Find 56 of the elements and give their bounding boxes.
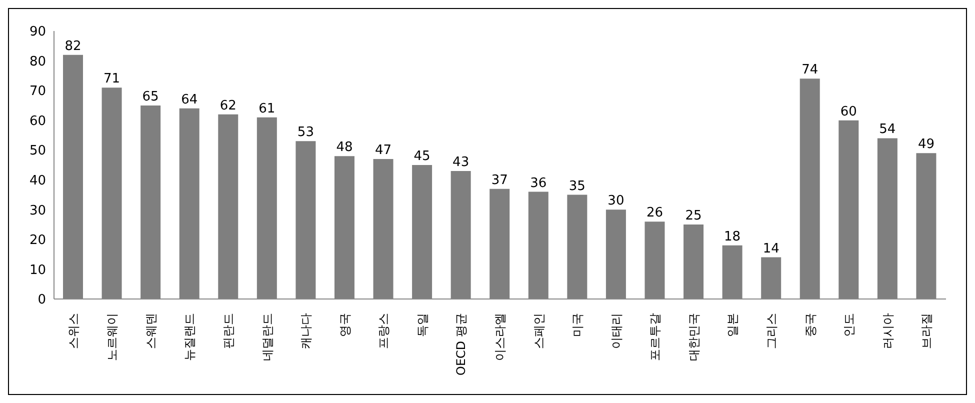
data-label: 43 [452,154,470,170]
y-tick-label: 20 [29,233,46,248]
x-tick-label: 뉴질랜드 [182,313,197,361]
x-tick-label: 미국 [570,313,585,337]
data-label: 65 [142,89,159,104]
x-tick-label: 독일 [415,313,430,337]
data-label: 25 [685,208,702,224]
x-tick-label: 캐나다 [299,313,314,349]
data-label: 14 [762,241,780,256]
y-tick-label: 60 [29,114,46,129]
data-label: 30 [608,194,624,209]
x-tick-label: 그리스 [764,313,778,349]
x-tick-label: 프랑스 [376,313,391,349]
data-label: 82 [64,38,82,54]
y-tick-label: 40 [29,174,46,189]
y-tick-label: 70 [29,84,46,100]
data-label: 74 [802,62,818,78]
data-label: 36 [530,176,547,191]
x-tick-label: 포르투갈 [648,313,662,361]
x-tick-label: 핀란드 [222,313,236,349]
x-tick-label: 이스라엘 [493,313,507,361]
x-tick-label: 브라질 [920,313,934,349]
data-label: 45 [414,149,430,164]
data-label: 35 [568,178,586,194]
x-tick-label: 대한민국 [686,313,701,361]
y-tick-label: 90 [29,24,46,40]
x-tick-label: 스페인 [532,313,546,349]
data-label: 60 [840,104,857,120]
data-label: 18 [724,229,741,244]
data-label: 61 [258,101,276,116]
y-tick-label: 10 [29,262,46,278]
x-tick-label: OECD 평균 [454,313,468,376]
x-tick-label: 러시아 [880,313,895,349]
data-label: 47 [374,143,392,158]
data-label: 53 [297,125,314,140]
data-label: 54 [879,122,896,138]
y-tick-label: 50 [29,144,46,159]
x-tick-label: 스웨덴 [144,313,158,349]
y-tick-label: 30 [29,203,46,218]
x-tick-label: 이태리 [609,313,624,349]
x-tick-label: 네덜란드 [260,313,274,361]
y-tick-label: 80 [29,54,46,70]
x-tick-label: 중국 [803,313,818,337]
data-label: 71 [104,72,120,87]
x-tick-label: 스위스 [66,313,80,349]
data-label: 37 [491,172,508,188]
data-label: 62 [220,98,236,114]
data-label: 49 [918,137,934,152]
x-tick-label: 일본 [726,313,740,337]
x-tick-label: 영국 [338,313,352,337]
x-tick-label: 인도 [842,313,856,337]
data-label: 48 [336,140,353,156]
x-tick-label: 노르웨이 [105,313,120,361]
data-label: 64 [181,92,198,108]
y-tick-label: 0 [38,292,46,308]
data-label: 26 [646,206,664,221]
